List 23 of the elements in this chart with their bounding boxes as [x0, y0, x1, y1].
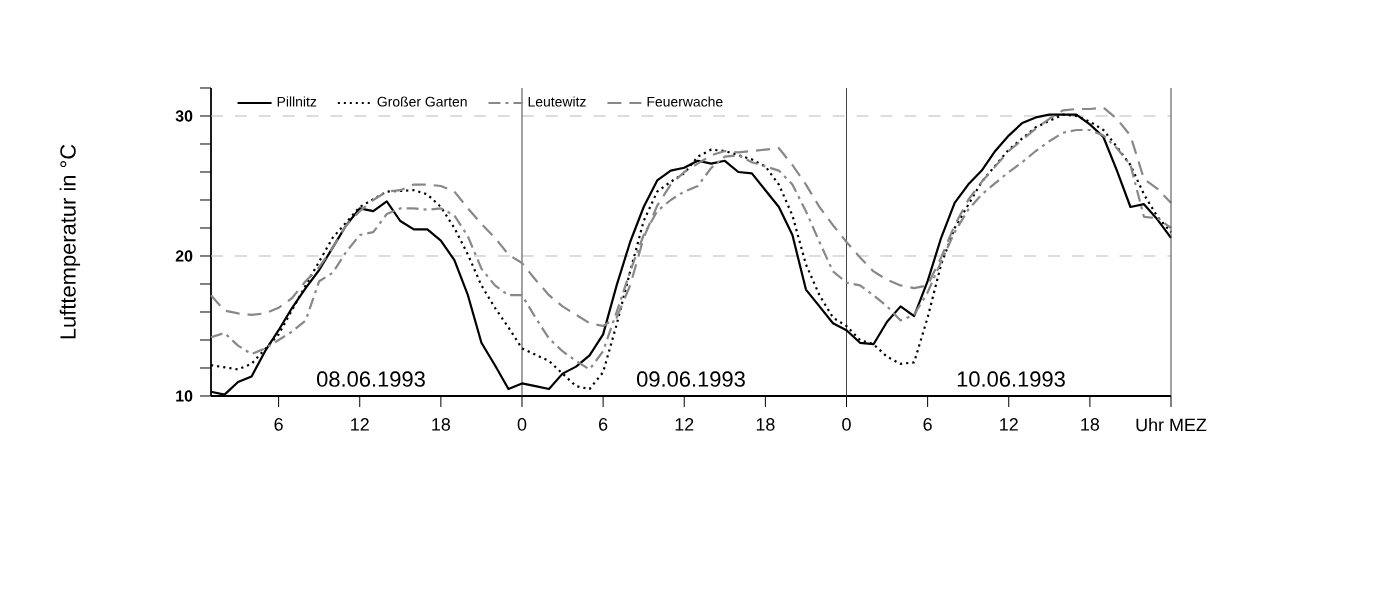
y-tick-label: 30	[175, 110, 193, 122]
y-axis-title: Lufttemperatur in °C	[59, 144, 81, 339]
x-tick-label: 18	[756, 418, 775, 431]
x-tick-label: 6	[599, 418, 608, 431]
x-tick-label: 6	[923, 418, 932, 431]
x-tick-label: 12	[1000, 418, 1018, 431]
x-tick-label: 6	[274, 418, 283, 431]
legend-label: Feuerwache	[647, 96, 723, 107]
annotation: 09.06.1993	[637, 371, 745, 387]
y-tick-label: 10	[176, 390, 193, 402]
annotation: 08.06.1993	[317, 371, 425, 387]
x-tick-label: 0	[517, 418, 527, 431]
y-tick-label: 20	[175, 250, 193, 262]
annotation: 10.06.1993	[957, 371, 1065, 387]
x-tick-label: 12	[351, 418, 369, 431]
x-tick-label: 18	[432, 418, 451, 431]
x-tick-label: 18	[1081, 418, 1100, 431]
x-tick-label: 0	[842, 418, 851, 431]
legend-label: Pillnitz	[277, 96, 317, 107]
legend-label: Großer Garten	[377, 96, 467, 107]
x-tick-label: Uhr MEZ	[1136, 418, 1207, 432]
legend-label: Leutewitz	[528, 96, 586, 107]
x-tick-label: 12	[675, 418, 694, 431]
